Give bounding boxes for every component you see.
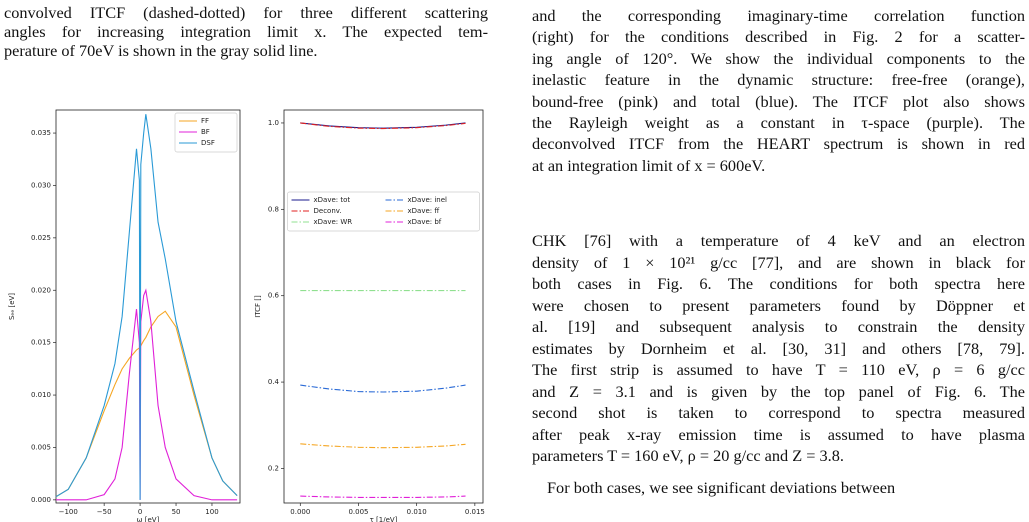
plot-frame <box>55 109 241 504</box>
y-tick-label: 0.015 <box>31 339 51 347</box>
legend-label: xDave: inel <box>408 196 448 204</box>
text-line: ing angle of 120°. We show the individua… <box>532 48 1025 68</box>
legend-label: xDave: ff <box>408 207 440 215</box>
y-axis-label: Sₑₑ [eV] <box>8 293 16 320</box>
y-tick-label: 0.025 <box>31 234 51 242</box>
legend-label: Deconv. <box>314 207 342 215</box>
text-line: inelastic feature in the dynamic structu… <box>532 70 1025 90</box>
y-tick-label: 0.4 <box>268 378 280 386</box>
figure: −100 −50 0 50 100 0.000 0.005 0.010 0.015 0.020 0.… <box>8 109 485 522</box>
text-line: the Rayleigh weight as a constant in τ-s… <box>532 113 1025 132</box>
x-tick-label: 0.005 <box>348 508 368 516</box>
y-tick-label: 0.2 <box>268 464 279 472</box>
y-tick-label: 0.010 <box>31 391 51 399</box>
text-line: and the corresponding imaginary-time cor… <box>532 6 1025 25</box>
x-tick-label: −50 <box>97 508 112 516</box>
text-line: at an integration limit of x = 600eV. <box>532 155 766 175</box>
text-line: angles for increasing integration limit … <box>4 22 488 41</box>
y-tick-label: 0.005 <box>31 443 51 451</box>
legend-label: xDave: bf <box>408 218 442 226</box>
x-tick-label: −100 <box>59 508 78 516</box>
series-line <box>300 495 466 498</box>
text-line: estimates by Dornheim et al. [30, 31] an… <box>532 338 1025 358</box>
series-line <box>56 288 238 501</box>
text-line: bound-free (pink) and total (blue). The … <box>532 91 1025 111</box>
text-line: (right) for the conditions described in … <box>532 27 1025 47</box>
text-line: convolved ITCF (dashed-dotted) for three… <box>4 3 488 22</box>
y-tick-label: 0.000 <box>31 496 51 504</box>
legend-label: FF <box>201 117 209 125</box>
x-tick-label: 50 <box>172 508 181 516</box>
series-line <box>55 310 238 498</box>
text-line: second shot is taken to correspond to sp… <box>532 403 1025 422</box>
text-line: The first strip is assumed to have T = 1… <box>532 360 1025 379</box>
text-line: For both cases, we see significant devia… <box>547 478 896 497</box>
legend-label: BF <box>201 128 210 136</box>
y-tick-label: 0.020 <box>31 286 51 294</box>
y-tick-label: 0.8 <box>268 205 279 213</box>
text-line: deconvolved ITCF from the HEART spectrum… <box>532 134 1025 154</box>
x-tick-label: 0.000 <box>290 508 310 516</box>
text-line: perature of 70eV is shown in the gray so… <box>4 41 318 60</box>
x-tick-label: 0.010 <box>407 508 427 516</box>
legend-label: xDave: tot <box>314 196 351 204</box>
plot-frame <box>283 109 484 504</box>
chart: −100 −50 0 50 100 0.000 0.005 0.010 0.015 0.020 0.… <box>8 109 241 522</box>
y-tick-label: 1.0 <box>268 119 279 127</box>
text-line: and Z = 3.1 and is given by the top pane… <box>532 381 1025 401</box>
x-axis-label: τ [1/eV] <box>370 516 398 522</box>
y-axis-label: ITCF [] <box>254 295 262 318</box>
text-line: were chosen to present parameters found … <box>532 295 1025 315</box>
series-line <box>300 443 466 449</box>
y-tick-label: 0.030 <box>31 181 51 189</box>
legend-box <box>287 191 480 232</box>
y-tick-label: 0.035 <box>31 129 51 137</box>
text-line: both cases in Fig. 6. The conditions for… <box>532 274 1025 293</box>
x-axis-label: ω [eV] <box>137 516 160 522</box>
x-tick-label: 0 <box>138 508 142 516</box>
text-line: after peak x-ray emission time is assume… <box>532 424 1025 444</box>
series-line <box>300 122 466 130</box>
y-tick-label: 0.6 <box>268 292 280 300</box>
text-line: density of 1 × 10²¹ g/cc [77], and are s… <box>532 252 1025 272</box>
legend-label: DSF <box>201 139 215 147</box>
legend-label: xDave: WR <box>314 218 353 226</box>
x-tick-label: 0.015 <box>465 508 485 516</box>
x-tick-label: 100 <box>205 508 218 516</box>
text-line: parameters T = 160 eV, ρ = 20 g/cc and Z… <box>532 446 844 465</box>
text-line: CHK [76] with a temperature of 4 keV and… <box>532 231 1025 250</box>
text-line: al. [19] and subsequent analysis to cons… <box>532 317 1025 336</box>
chart: 0.000 0.005 0.010 0.015 0.2 0.4 0.6 0.8 1.0 τ [1/… <box>254 109 485 522</box>
legend-box <box>174 112 238 153</box>
series-line <box>300 384 466 393</box>
series-line <box>55 114 238 500</box>
